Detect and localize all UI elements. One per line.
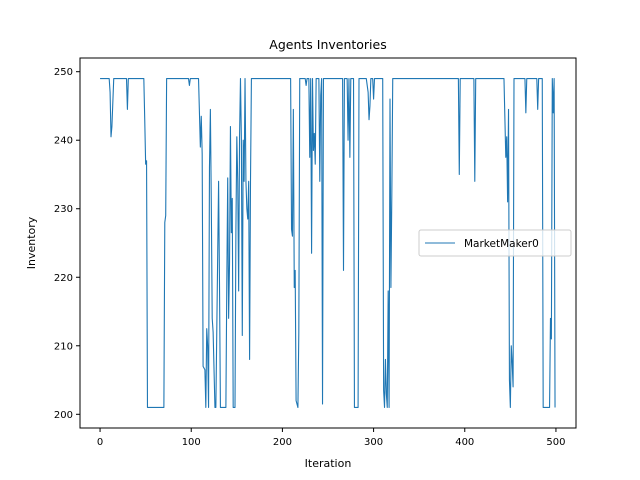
x-tick-label: 200 bbox=[273, 437, 292, 448]
chart-title: Agents Inventories bbox=[269, 37, 386, 52]
y-tick-label: 210 bbox=[54, 341, 73, 352]
plot-area bbox=[79, 57, 577, 429]
x-tick-label: 100 bbox=[182, 437, 201, 448]
y-tick-label: 250 bbox=[54, 67, 73, 78]
y-tick-label: 200 bbox=[54, 410, 73, 421]
plot-frame bbox=[79, 57, 577, 429]
y-tick-label: 230 bbox=[54, 204, 73, 215]
series-line-marketmaker0 bbox=[100, 78, 556, 408]
x-axis: 0 100 200 300 400 500 bbox=[97, 428, 565, 448]
y-tick-label: 220 bbox=[54, 273, 73, 284]
x-tick-label: 400 bbox=[455, 437, 474, 448]
legend-box bbox=[418, 229, 572, 257]
legend: MarketMaker0 bbox=[418, 229, 572, 257]
x-tick-label: 0 bbox=[97, 437, 103, 448]
y-axis: 200 210 220 230 240 250 bbox=[54, 67, 80, 421]
x-axis-label: Iteration bbox=[305, 457, 352, 470]
y-tick-label: 240 bbox=[54, 136, 73, 147]
legend-label-marketmaker0: MarketMaker0 bbox=[464, 238, 539, 250]
x-tick-label: 300 bbox=[364, 437, 383, 448]
x-tick-label: 500 bbox=[546, 437, 565, 448]
y-axis-label: Inventory bbox=[25, 216, 38, 269]
